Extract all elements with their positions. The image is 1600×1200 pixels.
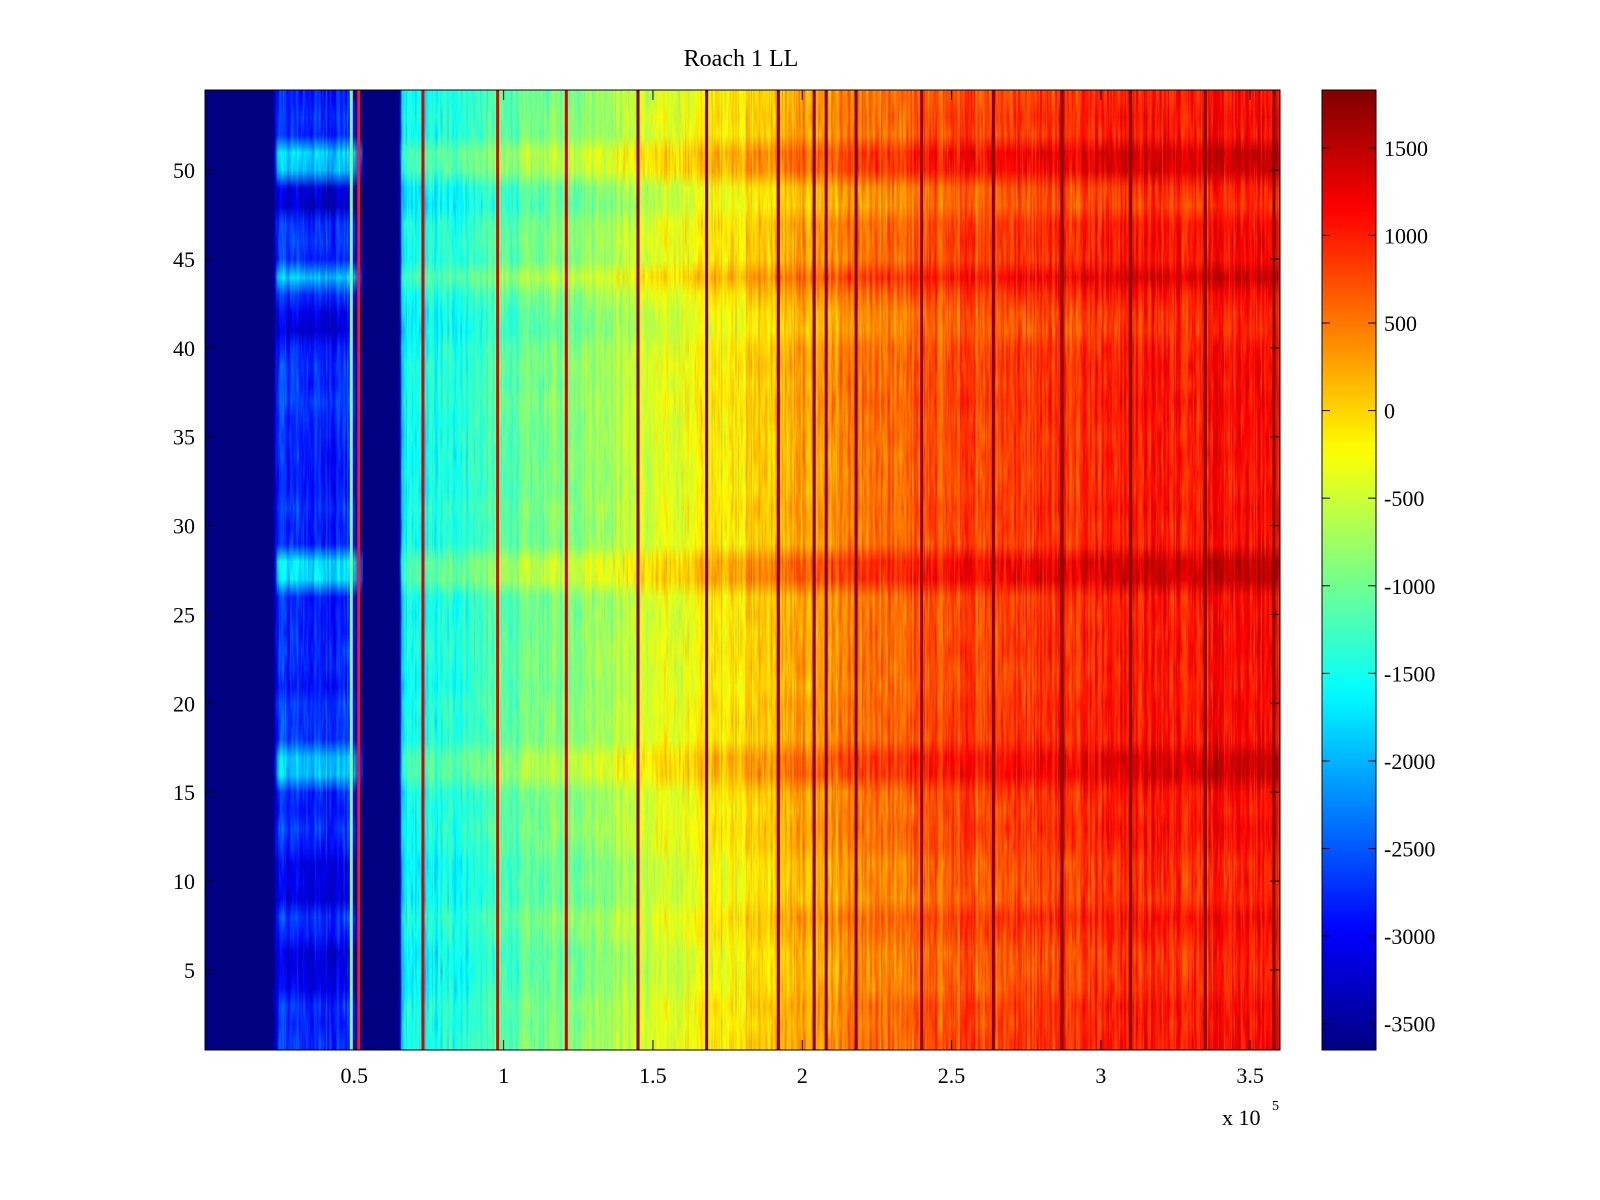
chart-title: Roach 1 LL bbox=[684, 46, 799, 72]
x-tick-label: 1.5 bbox=[639, 1063, 667, 1088]
y-tick-label: 45 bbox=[173, 247, 195, 272]
y-tick-label: 40 bbox=[173, 336, 195, 361]
x-multiplier-exponent: 5 bbox=[1272, 1099, 1279, 1114]
x-tick-label: 1 bbox=[498, 1063, 509, 1088]
x-axis-multiplier: x 10 5 bbox=[1222, 1099, 1279, 1130]
colorbar-tick-label: 1000 bbox=[1384, 223, 1428, 248]
y-tick-label: 25 bbox=[173, 602, 195, 627]
x-tick-label: 3 bbox=[1095, 1063, 1106, 1088]
x-tick-label: 2.5 bbox=[938, 1063, 966, 1088]
colorbar-tick-label: 500 bbox=[1384, 311, 1417, 336]
y-tick-label: 50 bbox=[173, 158, 195, 183]
colorbar: 1500 1000 500 0 -500 -1000 -1500 -2000 -2500 -300… bbox=[1321, 89, 1435, 1051]
colorbar-tick-label: -2000 bbox=[1384, 749, 1435, 774]
heatmap-image bbox=[205, 90, 1280, 1050]
x-tick-label: 2 bbox=[797, 1063, 808, 1088]
colorbar-tick-label: -2500 bbox=[1384, 837, 1435, 862]
x-tick-label: 3.5 bbox=[1236, 1063, 1264, 1088]
x-multiplier-base: x 10 bbox=[1222, 1105, 1261, 1130]
colorbar-tick-label: -3000 bbox=[1384, 924, 1435, 949]
plot-frame bbox=[204, 89, 1281, 1051]
x-axis: 0.5 1 1.5 2 2.5 3 3.5 bbox=[341, 90, 1264, 1088]
y-tick-label: 5 bbox=[184, 958, 195, 983]
colorbar-tick-label: 1500 bbox=[1384, 136, 1428, 161]
heatmap-vertical-lines bbox=[349, 90, 1276, 1050]
colorbar-tick-label: -1500 bbox=[1384, 661, 1435, 686]
colorbar-tick-label: -500 bbox=[1384, 486, 1424, 511]
heatmap-plot-area bbox=[205, 90, 1280, 1050]
y-tick-label: 30 bbox=[173, 514, 195, 539]
y-tick-label: 35 bbox=[173, 425, 195, 450]
y-axis: 5 10 15 20 25 30 35 40 45 50 bbox=[173, 158, 1280, 983]
y-tick-label: 10 bbox=[173, 869, 195, 894]
colorbar-frame bbox=[1321, 89, 1377, 1051]
y-tick-label: 20 bbox=[173, 691, 195, 716]
colorbar-tick-label: -3500 bbox=[1384, 1012, 1435, 1037]
y-tick-label: 15 bbox=[173, 780, 195, 805]
colorbar-tick-label: -1000 bbox=[1384, 574, 1435, 599]
colorbar-gradient bbox=[1322, 90, 1376, 1050]
x-tick-label: 0.5 bbox=[341, 1063, 369, 1088]
colorbar-ticks: 1500 1000 500 0 -500 -1000 -1500 -2000 -2500 -300… bbox=[1322, 136, 1435, 1037]
colorbar-tick-label: 0 bbox=[1384, 399, 1395, 424]
